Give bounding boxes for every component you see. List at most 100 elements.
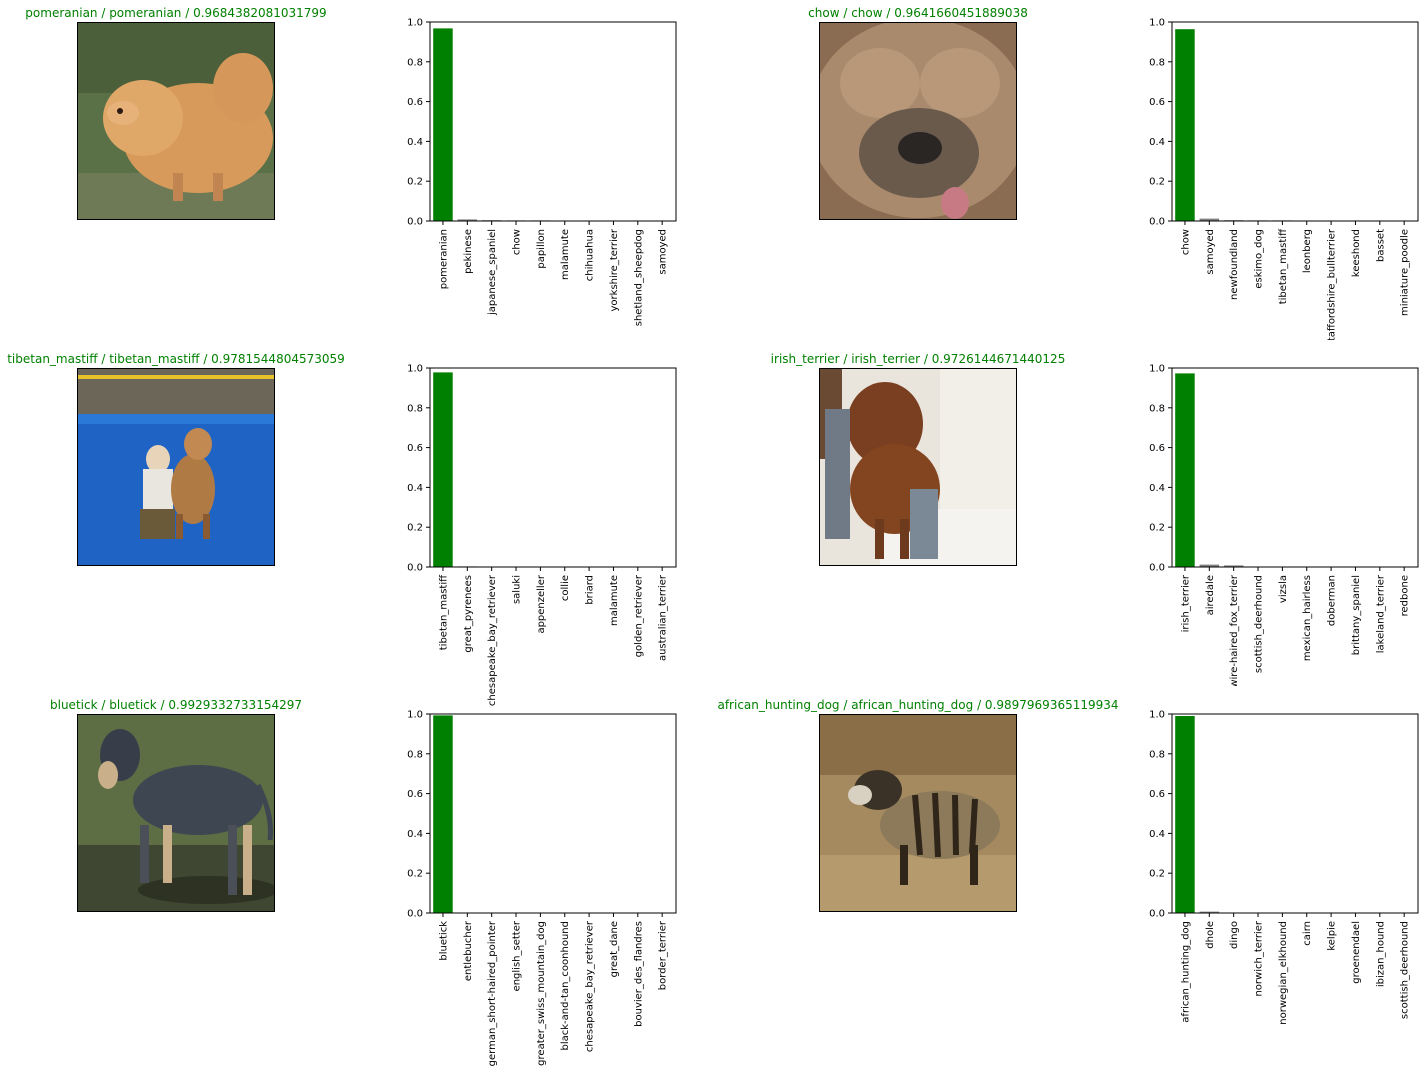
x-tick-label: german_short-haired_pointer [487,920,498,1066]
x-tick-label: border_terrier [658,920,669,990]
y-tick-label: 1.0 [1149,710,1165,721]
panel-title: tibetan_mastiff / tibetan_mastiff / 0.97… [7,352,345,366]
bar [433,28,453,222]
y-tick-label: 0.8 [1149,57,1165,68]
dog-photo [819,22,1017,220]
y-tick-label: 0.0 [407,217,423,228]
dog-photo [819,714,1017,912]
y-tick-label: 0.6 [407,97,423,108]
x-tick-label: pomeranian [438,229,449,289]
x-tick-label: australian_terrier [658,574,669,661]
x-tick-label: ibizan_hound [1375,921,1386,987]
x-tick-label: irish_terrier [1180,574,1191,632]
y-tick-label: 0.2 [407,523,423,534]
x-tick-label: chesapeake_bay_retriever [487,574,498,706]
y-tick-label: 0.0 [407,563,423,574]
x-tick-label: african_hunting_dog [1180,921,1191,1023]
x-tick-label: wire-haired_fox_terrier [1229,574,1240,686]
x-tick-label: basset [1375,229,1386,262]
y-tick-label: 0.2 [407,177,423,188]
x-tick-label: bouvier_des_flandres [633,921,644,1027]
plot-frame [429,713,677,914]
bar [433,372,453,567]
bar [433,715,453,913]
dog-photo [819,368,1017,566]
bar-chart: 0.0 0.2 0.4 0.6 0.8 1.0 bluetick entlebucher ger… [407,710,677,1066]
x-tick-label: collie [560,575,571,601]
bar-chart: 0.0 0.2 0.4 0.6 0.8 1.0 chow samoyed newfoundlan… [1149,18,1419,340]
y-tick-label: 0.0 [1149,563,1165,574]
bar [1175,29,1195,222]
bar-chart: 0.0 0.2 0.4 0.6 0.8 1.0 african_hunting_dog dho… [1149,710,1419,1025]
x-tick-label: english_setter [512,920,523,991]
x-tick-label: groenendael [1351,921,1362,984]
panel-title: pomeranian / pomeranian / 0.968438208103… [25,6,327,20]
dog-photo [77,714,275,912]
x-tick-label: mexican_hairless [1302,575,1313,661]
x-tick-label: saluki [512,575,523,604]
bar [1175,373,1195,567]
y-tick-label: 0.8 [407,57,423,68]
y-tick-label: 0.6 [1149,97,1165,108]
bar-chart: 0.0 0.2 0.4 0.6 0.8 1.0 pomeranian pekinese japa… [407,18,677,326]
x-tick-label: norwegian_elkhound [1278,921,1289,1025]
plot-frame [1171,21,1419,222]
y-tick-label: 0.2 [1149,177,1165,188]
y-tick-label: 0.0 [407,909,423,920]
x-tick-label: chow [512,229,523,255]
x-tick-label: staffordshire_bullterrier [1327,228,1338,340]
bar [1199,564,1220,567]
x-tick-label: bluetick [438,921,449,961]
x-tick-label: samoyed [1205,229,1216,275]
y-tick-label: 0.6 [1149,443,1165,454]
x-tick-label: cairn [1302,921,1313,946]
y-tick-label: 0.6 [407,443,423,454]
y-tick-label: 0.8 [1149,403,1165,414]
y-tick-label: 0.0 [1149,909,1165,920]
x-tick-label: leonberg [1302,229,1313,273]
y-tick-label: 0.4 [407,829,423,840]
y-tick-label: 0.4 [1149,137,1165,148]
y-tick-label: 1.0 [407,710,423,721]
y-tick-label: 1.0 [407,18,423,29]
y-tick-label: 0.4 [1149,483,1165,494]
x-tick-label: airedale [1205,575,1216,615]
y-tick-label: 0.6 [1149,789,1165,800]
x-tick-label: briard [585,575,596,605]
x-tick-label: lakeland_terrier [1375,574,1386,653]
plot-frame [1171,713,1419,914]
y-tick-label: 0.4 [1149,829,1165,840]
x-tick-label: samoyed [658,229,669,275]
x-tick-label: black-and-tan_coonhound [560,921,571,1051]
y-tick-label: 0.4 [407,137,423,148]
x-tick-label: brittany_spaniel [1351,575,1362,655]
x-tick-label: newfoundland [1229,229,1240,300]
x-tick-label: dhole [1205,921,1216,949]
x-tick-label: chesapeake_bay_retriever [585,920,596,1052]
x-tick-label: tibetan_mastiff [438,574,449,650]
y-tick-label: 0.4 [407,483,423,494]
x-tick-label: dingo [1229,921,1240,949]
y-tick-label: 0.8 [407,403,423,414]
x-tick-label: norwich_terrier [1254,920,1265,996]
y-tick-label: 1.0 [1149,364,1165,375]
x-tick-label: japanese_spaniel [487,229,498,316]
y-tick-label: 1.0 [1149,18,1165,29]
x-tick-label: golden_retriever [633,574,644,657]
x-tick-label: vizsla [1278,575,1289,603]
x-tick-label: tibetan_mastiff [1278,228,1289,304]
x-tick-label: malamute [609,575,620,626]
y-tick-label: 0.2 [407,869,423,880]
panel-title: irish_terrier / irish_terrier / 0.972614… [770,352,1066,366]
x-tick-label: malamute [560,229,571,280]
x-tick-label: miniature_poodle [1400,229,1411,316]
bar [457,219,478,221]
panel-title: african_hunting_dog / african_hunting_do… [717,698,1119,712]
plot-frame [429,21,677,222]
x-tick-label: redbone [1400,575,1411,616]
y-tick-label: 0.8 [1149,749,1165,760]
y-tick-label: 0.2 [1149,869,1165,880]
dog-photo [77,22,275,220]
x-tick-label: doberman [1327,575,1338,626]
